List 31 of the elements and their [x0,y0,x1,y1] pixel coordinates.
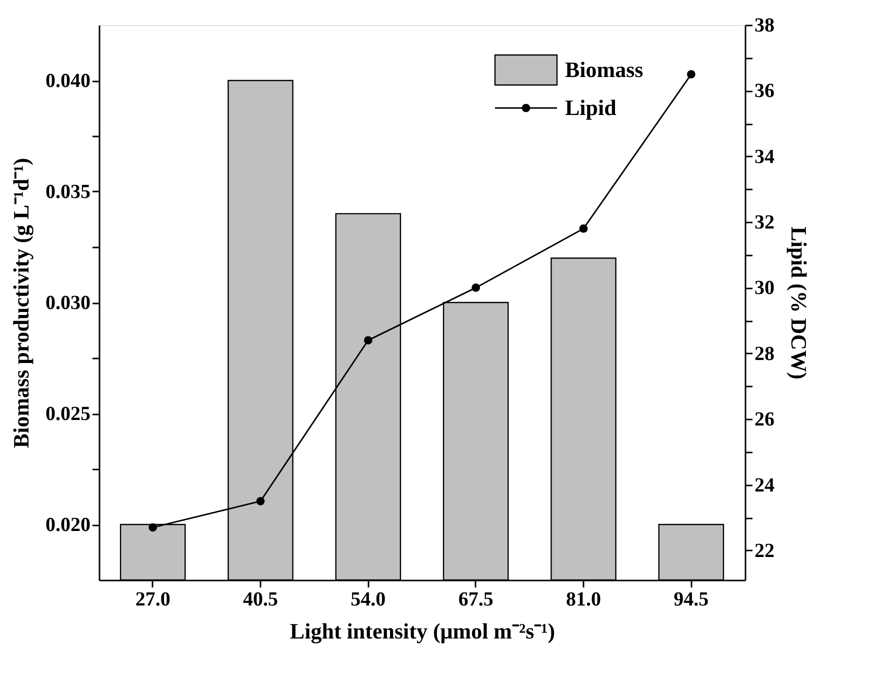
point [148,523,158,532]
point [472,284,480,292]
y-tick-label: 0.020 [46,514,90,536]
y2-tick-label: 28 [754,342,774,365]
legend-label: Biomass [565,57,644,82]
y2-tick-label: 30 [754,277,774,300]
x-tick-label: 27.0 [135,588,170,610]
y2-tick-label: 22 [754,540,774,562]
legend-label: Lipid [565,95,616,120]
point [364,336,372,344]
x-tick-label: 40.5 [243,588,278,610]
y2-tick-label: 32 [754,212,774,234]
x-axis-title: Light intensity (μmol m⁻²s⁻¹) [290,618,556,644]
y-tick-label: 0.035 [46,181,90,203]
y2-tick-label: 24 [754,474,774,496]
y2-tick-label: 34 [754,146,774,168]
y2-tick-label: 38 [754,14,774,36]
x-tick-label: 67.5 [458,588,494,610]
x-tick-label: 94.5 [674,588,709,610]
y-axis-title: Biomass productivity (g L⁻¹d⁻¹) [8,158,34,448]
y-tick-label: 0.030 [46,292,90,314]
x-tick-label: 54.0 [350,588,386,610]
y2-tick-label: 26 [754,408,774,431]
point [256,497,265,506]
point [579,224,588,233]
y-tick-label: 0.040 [46,70,90,92]
x-tick-label: 81.0 [566,588,601,610]
y-tick-label: 0.025 [46,403,90,425]
y2-tick-label: 36 [754,80,774,102]
point [686,70,696,78]
y2-axis-title: Lipid (% DCW) [786,226,812,380]
